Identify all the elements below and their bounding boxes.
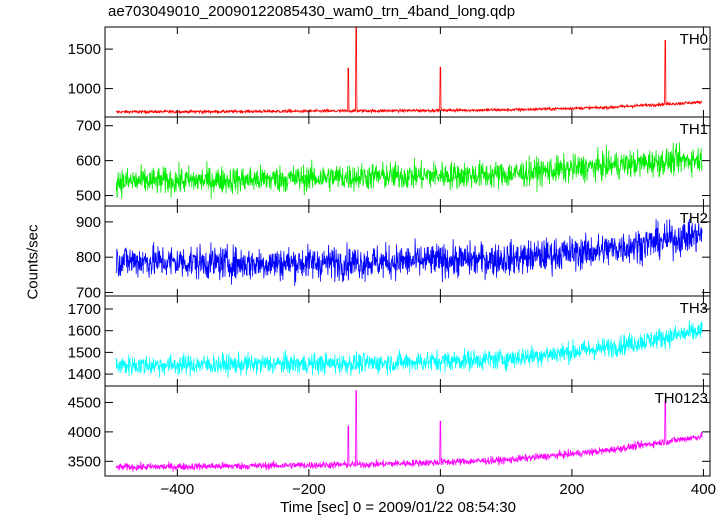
x-tick-label: 400 bbox=[691, 481, 716, 498]
panel-label: TH1 bbox=[680, 121, 708, 138]
series-line-th1 bbox=[115, 142, 703, 199]
y-tick-label: 700 bbox=[76, 118, 101, 135]
y-tick-label: 4000 bbox=[68, 424, 101, 441]
series-line-th0 bbox=[115, 27, 703, 115]
y-tick-label: 500 bbox=[76, 188, 101, 205]
x-tick-label: −200 bbox=[292, 481, 326, 498]
series-line-th3 bbox=[115, 320, 703, 378]
y-tick-label: 4500 bbox=[68, 394, 101, 411]
y-tick-label: 1000 bbox=[68, 81, 101, 98]
panel-label: TH0 bbox=[680, 31, 708, 48]
panel-label: TH0123 bbox=[655, 390, 708, 407]
y-tick-label: 1700 bbox=[68, 301, 101, 318]
panel-label: TH2 bbox=[680, 210, 708, 227]
y-tick-label: 1500 bbox=[68, 344, 101, 361]
y-tick-label: 800 bbox=[76, 249, 101, 266]
y-tick-label: 1600 bbox=[68, 323, 101, 340]
y-tick-label: 900 bbox=[76, 214, 101, 231]
x-tick-label: 0 bbox=[436, 481, 444, 498]
y-tick-label: 1400 bbox=[68, 366, 101, 383]
panel-frame-th0123 bbox=[104, 385, 711, 477]
y-tick-label: 1500 bbox=[68, 41, 101, 58]
y-tick-label: 600 bbox=[76, 153, 101, 170]
x-tick-label: 200 bbox=[559, 481, 584, 498]
y-tick-label: 3500 bbox=[68, 453, 101, 470]
x-tick-label: −400 bbox=[160, 481, 194, 498]
x-axis-label: Time [sec] 0 = 2009/01/22 08:54:30 bbox=[280, 499, 516, 516]
panel-frame-th1 bbox=[104, 116, 711, 207]
y-tick-label: 700 bbox=[76, 284, 101, 301]
panel-frame-th0 bbox=[104, 26, 711, 118]
series-line-th0123 bbox=[115, 390, 703, 472]
panel-label: TH3 bbox=[680, 300, 708, 317]
series-line-th2 bbox=[115, 218, 703, 287]
chart-title: ae703049010_20090122085430_wam0_trn_4ban… bbox=[108, 3, 516, 20]
